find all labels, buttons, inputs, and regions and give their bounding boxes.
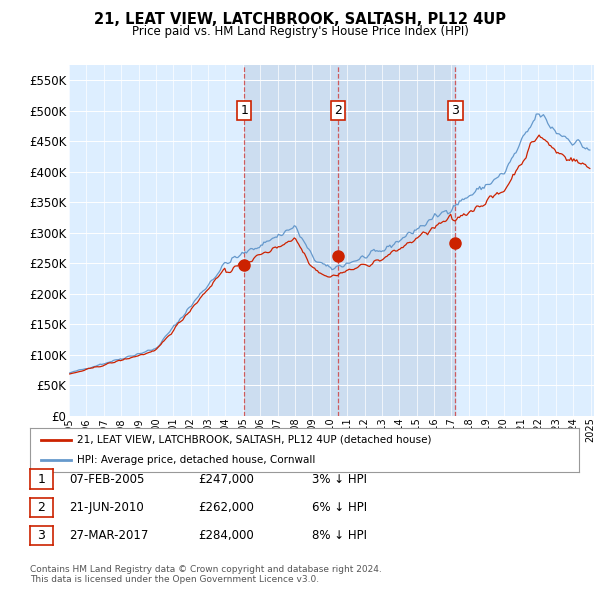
Bar	[244, 65, 455, 416]
Text: 3% ↓ HPI: 3% ↓ HPI	[312, 473, 367, 486]
Text: 3: 3	[452, 104, 460, 117]
Text: £284,000: £284,000	[198, 529, 254, 542]
Text: 3: 3	[37, 529, 46, 542]
Text: 07-FEB-2005: 07-FEB-2005	[69, 473, 145, 486]
Text: 21, LEAT VIEW, LATCHBROOK, SALTASH, PL12 4UP (detached house): 21, LEAT VIEW, LATCHBROOK, SALTASH, PL12…	[77, 435, 431, 445]
Text: 2: 2	[334, 104, 342, 117]
Text: 1: 1	[37, 473, 46, 486]
Text: 8% ↓ HPI: 8% ↓ HPI	[312, 529, 367, 542]
Text: 21, LEAT VIEW, LATCHBROOK, SALTASH, PL12 4UP: 21, LEAT VIEW, LATCHBROOK, SALTASH, PL12…	[94, 12, 506, 27]
Text: Price paid vs. HM Land Registry's House Price Index (HPI): Price paid vs. HM Land Registry's House …	[131, 25, 469, 38]
Text: HPI: Average price, detached house, Cornwall: HPI: Average price, detached house, Corn…	[77, 455, 315, 465]
Text: £247,000: £247,000	[198, 473, 254, 486]
Text: 1: 1	[240, 104, 248, 117]
Text: 2: 2	[37, 501, 46, 514]
Text: 27-MAR-2017: 27-MAR-2017	[69, 529, 148, 542]
Text: £262,000: £262,000	[198, 501, 254, 514]
Text: 21-JUN-2010: 21-JUN-2010	[69, 501, 144, 514]
Text: Contains HM Land Registry data © Crown copyright and database right 2024.
This d: Contains HM Land Registry data © Crown c…	[30, 565, 382, 584]
Text: 6% ↓ HPI: 6% ↓ HPI	[312, 501, 367, 514]
